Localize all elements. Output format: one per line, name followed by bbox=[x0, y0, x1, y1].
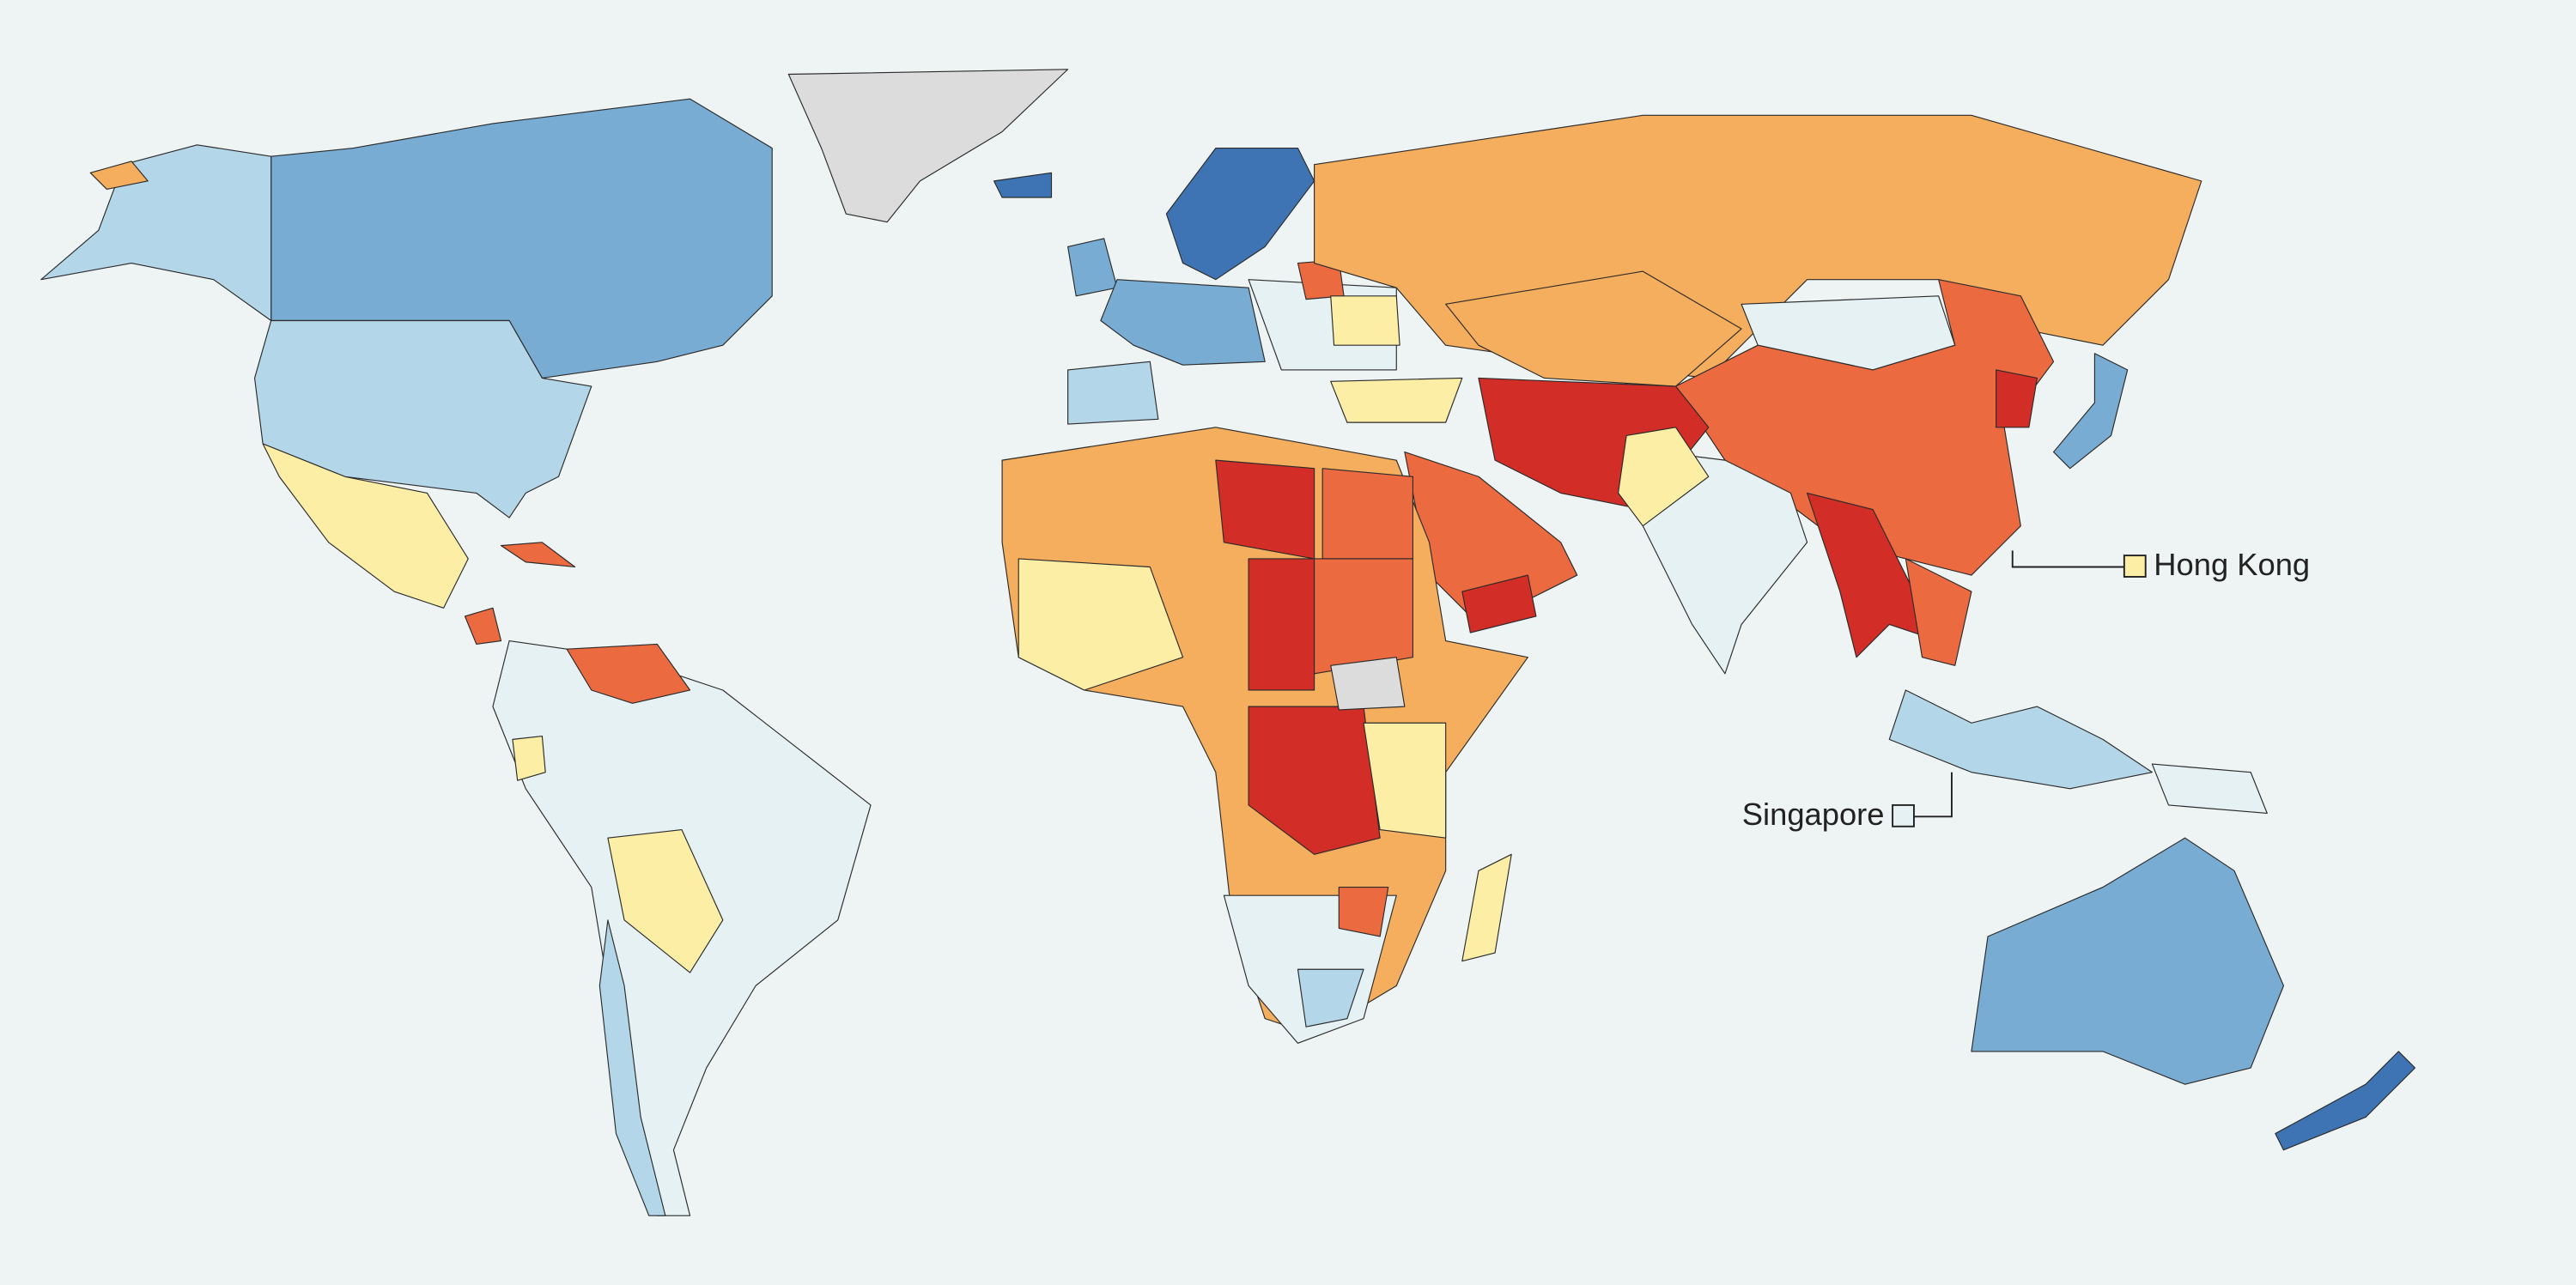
pakistan bbox=[1617, 427, 1710, 527]
bolivia bbox=[607, 829, 724, 973]
myanmar bbox=[1807, 492, 1940, 658]
west-africa bbox=[1018, 558, 1184, 691]
japan bbox=[2053, 353, 2129, 470]
indonesia bbox=[1888, 689, 2153, 790]
madagascar bbox=[1461, 853, 1512, 962]
chile bbox=[598, 919, 666, 1216]
south-sudan bbox=[1330, 657, 1406, 711]
vietnam bbox=[1905, 558, 1972, 666]
new-zealand bbox=[2275, 1051, 2416, 1151]
iberia bbox=[1067, 361, 1159, 425]
north-korea bbox=[1996, 369, 2038, 428]
western-europe bbox=[1100, 279, 1266, 366]
annotation-label: Singapore bbox=[1742, 797, 1885, 832]
chukotka bbox=[89, 161, 149, 191]
alaska bbox=[40, 144, 272, 322]
zimbabwe bbox=[1338, 887, 1389, 937]
leader-line bbox=[2011, 550, 2124, 568]
ecuador bbox=[512, 735, 546, 781]
ukraine bbox=[1330, 295, 1400, 346]
new-guinea bbox=[2151, 763, 2268, 815]
annotation-label: Hong Kong bbox=[2154, 547, 2310, 582]
greenland bbox=[787, 69, 1069, 223]
turkey bbox=[1330, 377, 1463, 423]
egypt bbox=[1321, 468, 1413, 560]
mexico bbox=[262, 443, 469, 609]
iceland bbox=[993, 172, 1053, 198]
sudan bbox=[1314, 558, 1413, 675]
cuba bbox=[500, 542, 576, 568]
india bbox=[1642, 451, 1808, 675]
leader-line bbox=[1913, 772, 1953, 818]
yemen bbox=[1461, 574, 1537, 633]
nicaragua bbox=[464, 607, 502, 645]
countries bbox=[40, 69, 2416, 1216]
libya bbox=[1215, 459, 1315, 560]
south-africa bbox=[1297, 968, 1364, 1027]
east-africa bbox=[1363, 722, 1447, 839]
annotations: Hong Kong Singapore bbox=[1742, 547, 2310, 832]
legend-swatch bbox=[1892, 803, 1915, 827]
venezuela bbox=[566, 643, 691, 704]
scandinavia bbox=[1165, 148, 1315, 281]
legend-swatch bbox=[2123, 555, 2147, 578]
chad bbox=[1248, 558, 1315, 691]
australia bbox=[1971, 837, 2285, 1085]
